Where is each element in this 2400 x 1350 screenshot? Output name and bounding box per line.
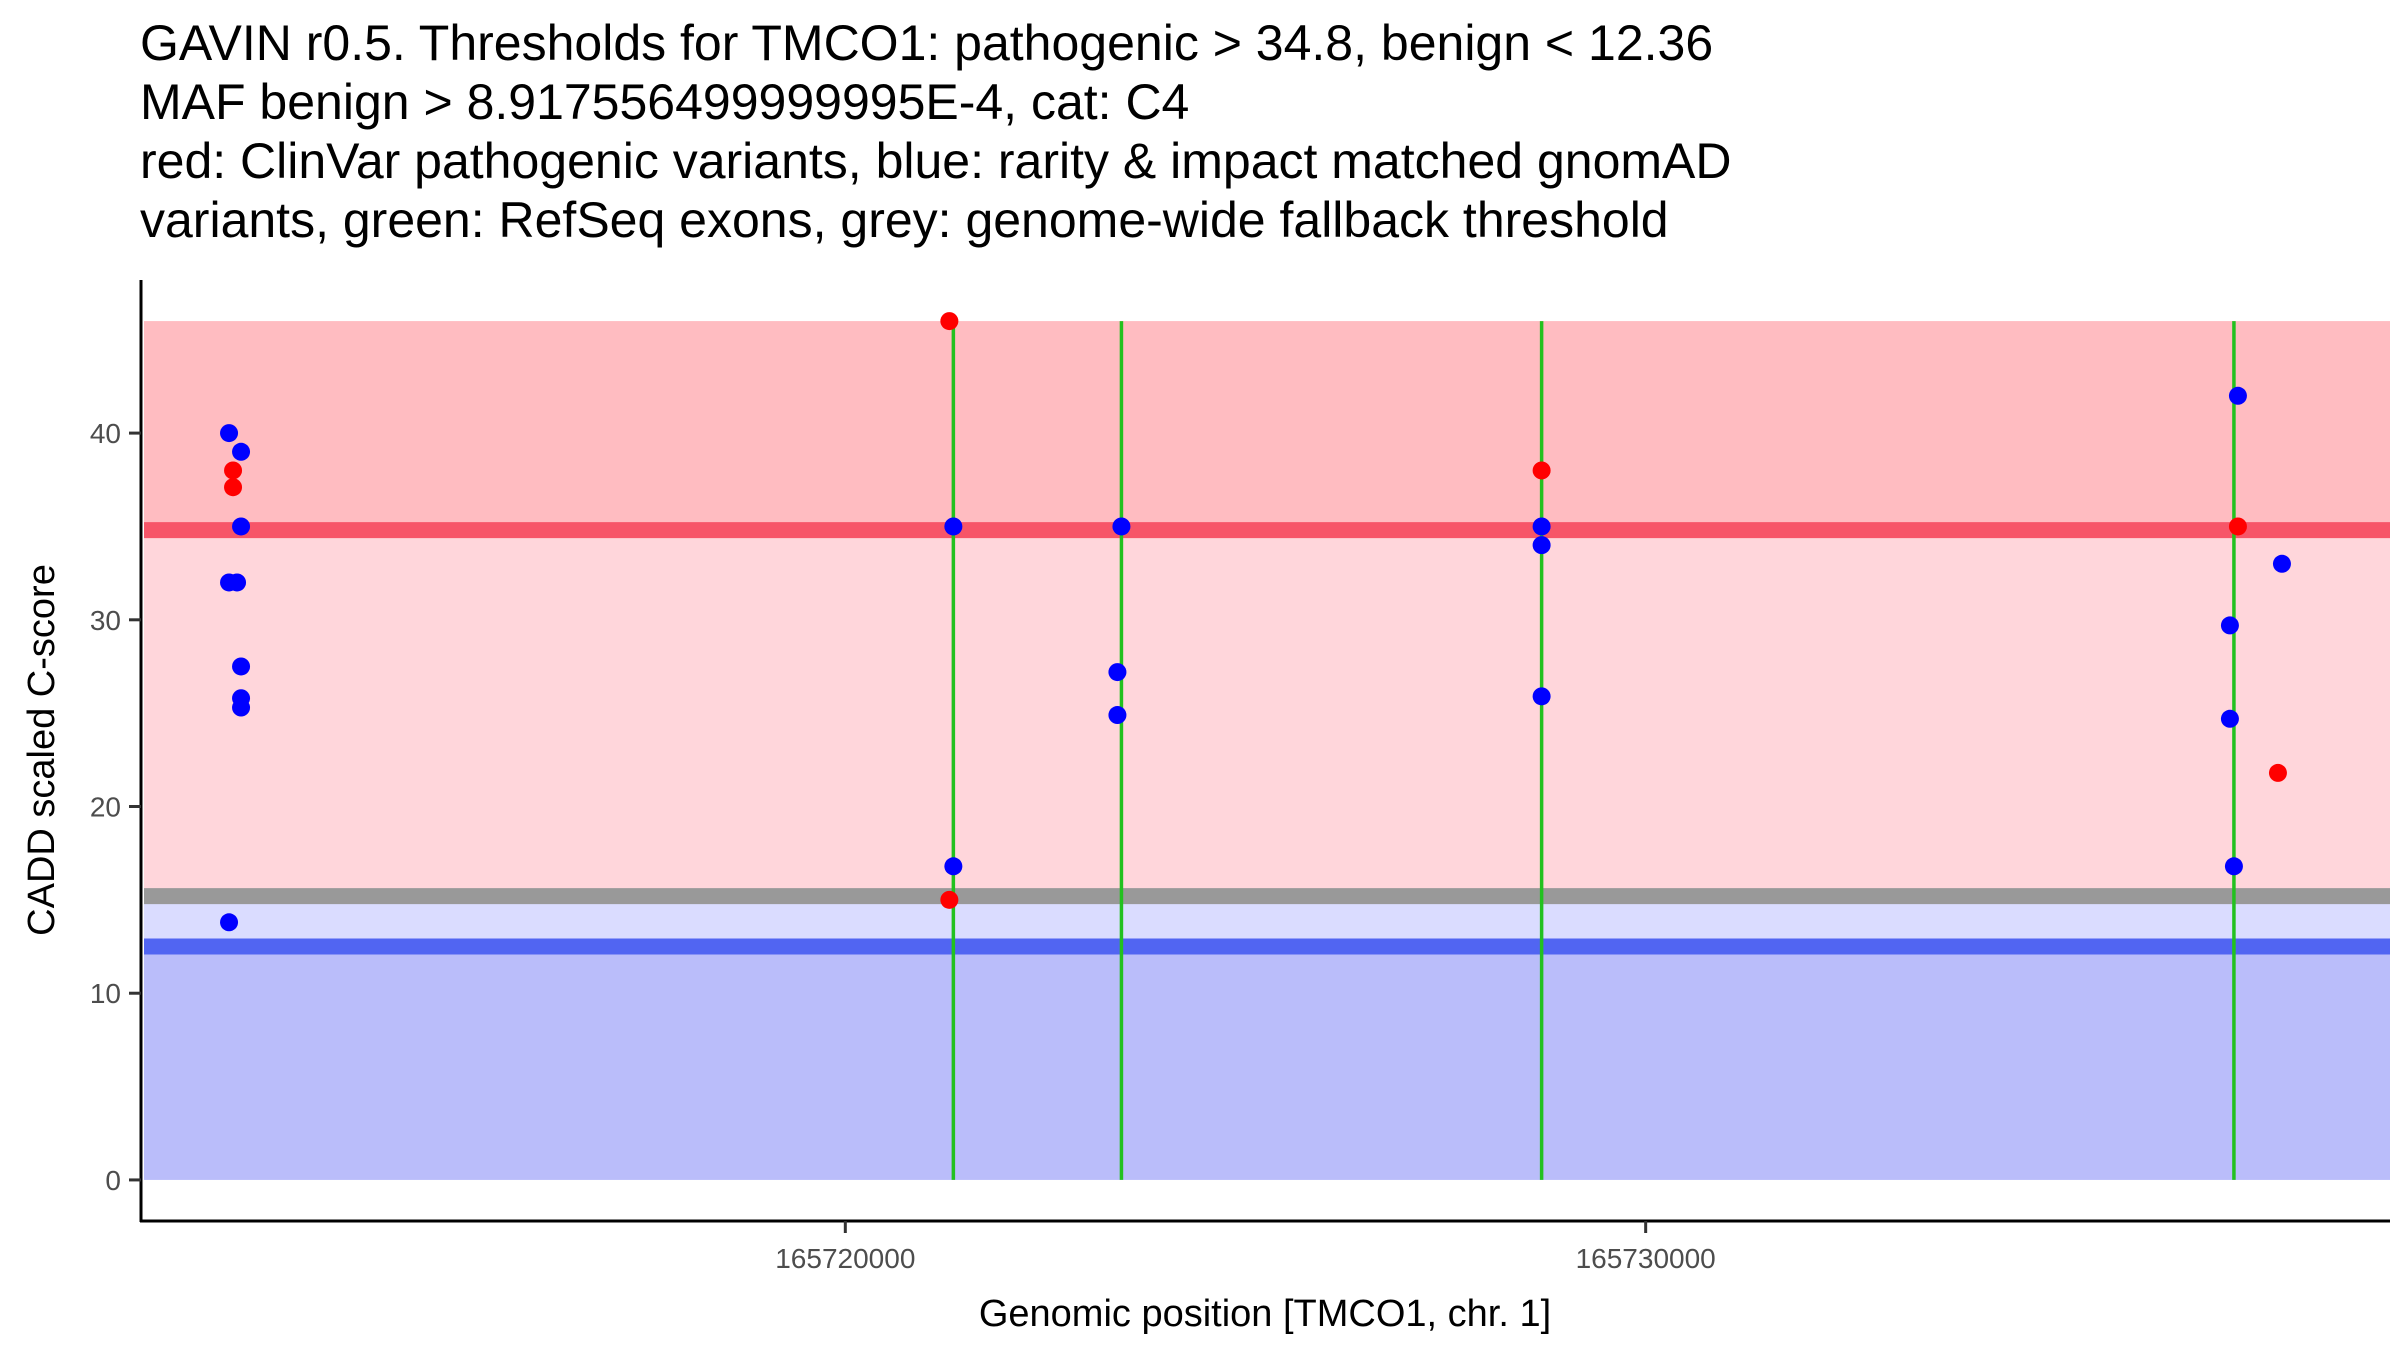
y-tick-label: 0	[105, 1165, 121, 1196]
title-line-2: MAF benign > 8.917556499999995E-4, cat: …	[140, 74, 1190, 130]
gnomad-point	[2220, 709, 2239, 728]
x-axis-ticks: 165720000 165730000	[775, 1221, 1716, 1274]
title-line-4: variants, green: RefSeq exons, grey: gen…	[140, 192, 1669, 248]
y-tick-label: 20	[90, 792, 121, 823]
gnomad-point	[1108, 706, 1127, 725]
y-axis-ticks: 0 10 20 30 40	[90, 418, 141, 1196]
benign-region	[144, 949, 2390, 1180]
x-tick-label: 165720000	[775, 1243, 915, 1274]
gnomad-point	[2272, 554, 2291, 573]
threshold-regions	[144, 321, 2390, 1180]
title-line-1: GAVIN r0.5. Thresholds for TMCO1: pathog…	[140, 15, 1714, 71]
gnomad-point	[220, 424, 239, 443]
gnomad-point	[232, 698, 251, 717]
gnomad-point	[220, 913, 239, 932]
gnomad-point	[1532, 687, 1551, 706]
y-tick-label: 10	[90, 978, 121, 1009]
y-tick-label: 30	[90, 605, 121, 636]
gnomad-point	[1112, 517, 1131, 536]
gnomad-point	[228, 573, 247, 592]
x-axis-title: Genomic position [TMCO1, chr. 1]	[979, 1293, 1551, 1335]
data-points	[220, 312, 2291, 932]
gnomad-point	[232, 657, 251, 676]
pathogenic-region	[144, 321, 2390, 531]
gnomad-point	[944, 517, 963, 536]
gnomad-point	[1532, 517, 1551, 536]
gnomad-point	[2220, 616, 2239, 635]
gnomad-point	[1532, 536, 1551, 555]
clinvar-point	[1532, 461, 1551, 480]
gnomad-point	[2224, 857, 2243, 876]
gnomad-point	[944, 857, 963, 876]
gnomad-point	[232, 442, 251, 461]
chart-title: GAVIN r0.5. Thresholds for TMCO1: pathog…	[140, 14, 1731, 250]
clinvar-point	[224, 461, 243, 480]
clinvar-point	[2268, 763, 2287, 782]
clinvar-point	[224, 478, 243, 497]
threshold-lines	[144, 522, 2390, 955]
x-tick-label: 165730000	[1576, 1243, 1716, 1274]
y-axis-title: CADD scaled C-score	[21, 564, 63, 936]
gnomad-point	[2228, 386, 2247, 405]
gnomad-point	[232, 517, 251, 536]
gnomad-point	[1108, 663, 1127, 682]
y-tick-label: 40	[90, 418, 121, 449]
clinvar-point	[2228, 517, 2247, 536]
uncertain-region	[144, 530, 2390, 897]
title-line-3: red: ClinVar pathogenic variants, blue: …	[140, 133, 1732, 189]
clinvar-point	[940, 890, 959, 909]
clinvar-point	[940, 312, 959, 331]
axes	[139, 280, 2390, 1223]
